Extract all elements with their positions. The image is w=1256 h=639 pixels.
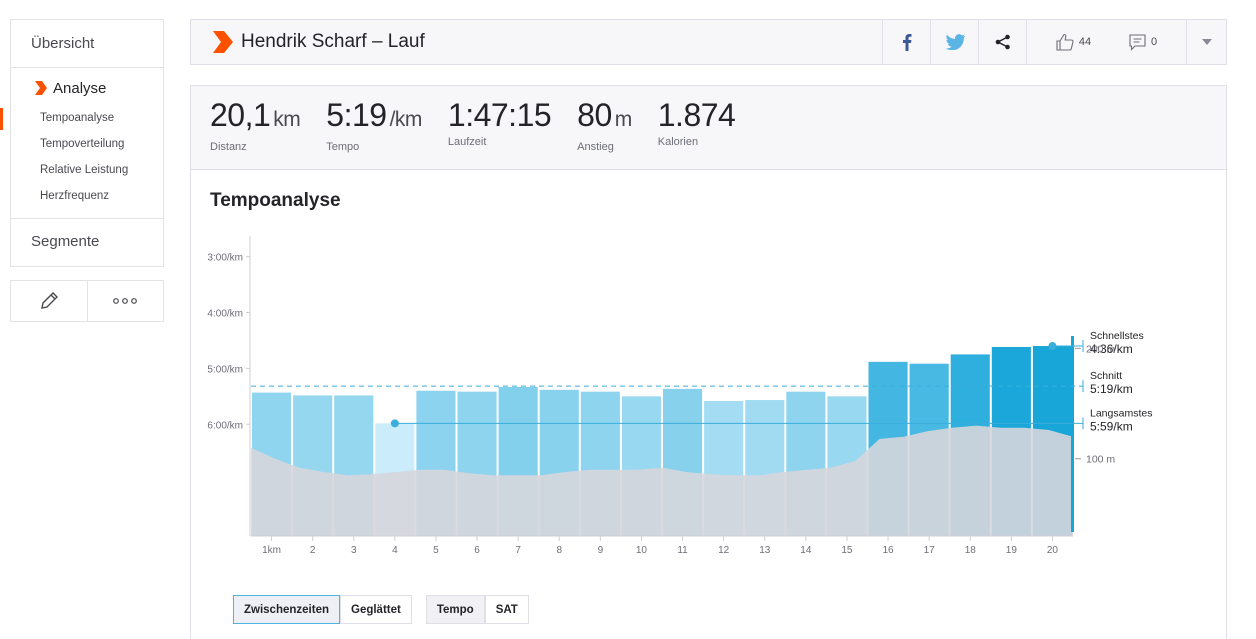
sidebar-item-analysis[interactable]: Analyse [11,78,163,98]
x-tick-label: 8 [556,545,562,556]
sidebar-item-pace-analysis[interactable]: Tempoanalyse [0,106,163,132]
analysis-panel: 20,1 km Distanz 5:19/km Tempo 1:47:15 Lau… [190,85,1227,639]
stat-elevation-label: Anstieg [577,141,614,153]
comment-icon [1129,33,1146,51]
activity-title: Hendrik Scharf – Lauf [191,31,882,53]
sidebar-item-segments[interactable]: Segmente [31,233,100,250]
x-tick-label: 15 [841,545,853,556]
stat-moving-time: 1:47:15 Laufzeit [447,86,552,169]
x-tick-label: 6 [474,545,480,556]
stat-elevation-unit: m [614,108,633,131]
x-tick-label: 19 [1006,545,1018,556]
pencil-icon [40,292,58,309]
fastest-marker [1048,342,1057,351]
sidebar-section-analysis: Analyse Tempoanalyse Tempoverteilung Rel… [0,68,163,219]
x-tick-label: 11 [677,545,688,556]
stat-calories-value: 1.874 [657,97,736,133]
social-counts: 44 0 [1026,20,1186,64]
stat-pace-unit: /km [389,108,423,131]
y-tick-label: 6:00/km [207,420,243,431]
more-actions-dropdown[interactable] [1186,20,1226,64]
y-tick-label: 4:00/km [207,309,243,320]
share-icon [995,34,1010,50]
x-tick-label: 7 [515,545,521,556]
stat-moving-time-value: 1:47:15 [447,97,552,133]
x-tick-label: 5 [433,545,439,556]
splits-button[interactable]: Zwischenzeiten [233,595,340,624]
x-tick-label: 2 [310,545,316,556]
chevron-right-icon [35,81,47,95]
slowest-marker [390,419,399,428]
facebook-share-button[interactable] [882,20,930,64]
elevation-tick-label: 200 m [1086,343,1115,355]
sidebar-item-analysis-label: Analyse [53,79,107,97]
y-tick-label: 5:00/km [207,364,243,375]
sidebar-actions [10,280,164,322]
range-indicator [1071,336,1074,532]
chart-title: Tempoanalyse [210,190,341,211]
sidebar-item-heart-rate[interactable]: Herzfrequenz [40,190,110,202]
more-options-button[interactable] [86,281,164,321]
stat-pace-label: Tempo [326,141,360,153]
fastest-value: 4:36/km [1090,342,1133,356]
sidebar-item-relative-effort[interactable]: Relative Leistung [40,164,129,176]
facebook-icon [902,34,911,51]
pace-chart: 3:00/km 4:00/km 5:00/km 6:00/km 1km 2 3 4 5 6 7 8 9 1… [207,236,1152,556]
comments-button[interactable]: 0 [1129,33,1158,51]
caret-down-icon [1201,39,1212,45]
x-tick-label: 9 [598,545,604,556]
stat-calories-label: Kalorien [657,136,699,148]
thumbs-up-icon [1056,33,1074,51]
stat-distance: 20,1 km Distanz [210,86,301,169]
x-tick-label: 17 [924,545,936,556]
stat-moving-time-label: Laufzeit [447,136,487,148]
elevation-tick-label: 100 m [1086,454,1115,466]
share-button[interactable] [978,20,1026,64]
stat-pace: 5:19/km Tempo [326,86,422,169]
gap-button[interactable]: SAT [484,595,529,624]
average-label: Schnitt [1090,370,1122,382]
x-tick-label: 18 [965,545,977,556]
slowest-value: 5:59/km [1090,419,1133,433]
chart-controls: Zwischenzeiten Geglättet Tempo SAT [233,595,529,624]
edit-button[interactable] [11,281,87,321]
stat-distance-label: Distanz [210,141,247,153]
elevation-area [251,425,1073,536]
sidebar-item-pace-distribution[interactable]: Tempoverteilung [40,138,125,150]
chevron-right-icon [213,31,233,53]
slowest-label: Langsamstes [1090,407,1152,419]
twitter-icon [945,34,965,50]
stat-pace-value: 5:19 [326,97,387,133]
x-tick-label: 3 [351,545,357,556]
x-tick-label: 12 [718,545,730,556]
stats-bar: 20,1 km Distanz 5:19/km Tempo 1:47:15 Lau… [191,86,1226,170]
x-tick-label: 16 [882,545,894,556]
stat-elevation-value: 80 [577,97,612,133]
activity-header: Hendrik Scharf – Lauf 44 0 [190,19,1227,65]
x-tick-label: 1km [262,545,281,556]
stat-distance-unit: km [273,108,301,131]
sidebar: Übersicht Analyse Tempoanalyse Tempovert… [0,19,164,267]
more-dots-icon [113,298,138,304]
x-tick-label: 14 [800,545,812,556]
pace-button[interactable]: Tempo [425,595,485,624]
smoothed-button[interactable]: Geglättet [340,595,412,624]
activity-title-text: Hendrik Scharf – Lauf [241,31,425,52]
average-value: 5:19/km [1090,382,1133,396]
stat-distance-value: 20,1 [210,97,271,133]
stat-calories: 1.874 Kalorien [658,86,736,169]
stat-elevation: 80 m Anstieg [577,86,632,169]
kudos-count: 44 [1078,36,1092,48]
fastest-label: Schnellstes [1090,330,1144,342]
x-tick-label: 20 [1047,545,1059,556]
x-tick-label: 10 [636,545,648,556]
twitter-share-button[interactable] [930,20,978,64]
x-tick-label: 13 [759,545,771,556]
sidebar-item-overview[interactable]: Übersicht [11,20,163,68]
kudos-button[interactable]: 44 [1056,33,1091,51]
y-tick-label: 3:00/km [207,253,243,264]
comment-count: 0 [1150,36,1158,48]
x-tick-label: 4 [392,545,398,556]
